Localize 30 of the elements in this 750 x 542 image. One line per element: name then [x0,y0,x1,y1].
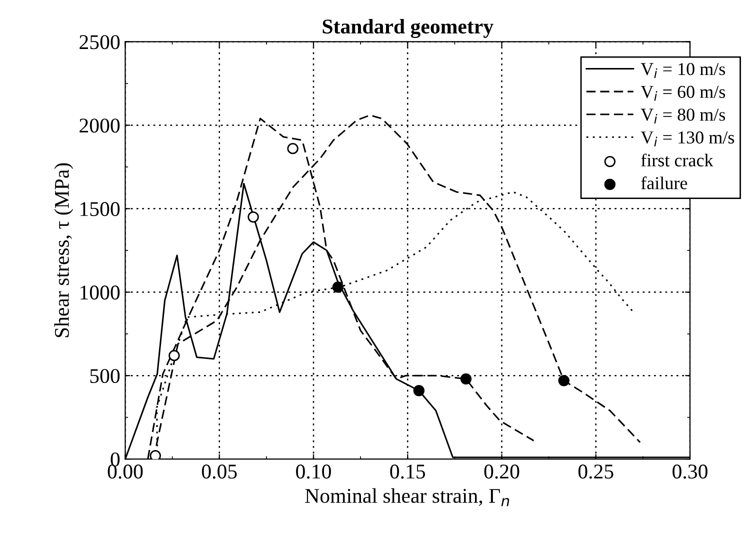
legend-label: V$_{i}$ = 10 m/s [640,62,726,78]
legend-label: V$_{i}$ = 130 m/s [640,131,734,146]
legend-label: V$_{i}$ = 80 m/s [640,108,726,124]
x-tick-label: 0.30 [672,464,708,479]
legend-label: first crack [641,154,714,166]
point [248,211,259,223]
x-tick-label: 0.20 [484,464,520,479]
point [287,142,298,154]
x-tick-label: 0.15 [390,464,426,479]
point [332,282,344,293]
y-tick-label: 1000 [80,286,120,300]
y-axis-title: Shear stress, τ (MPa) [54,163,74,338]
y-tick-label: 500 [90,368,120,384]
y-tick-label: 0 [110,452,120,467]
point [558,375,570,386]
point [413,385,425,396]
point [460,373,472,385]
x-tick-label: 0.25 [578,464,614,479]
x-tick-label: 0.05 [202,464,237,479]
x-axis-title: Nominal shear strain, Γ$_{n}$ [305,488,510,506]
y-tick-label: 2500 [80,35,120,50]
point [168,350,180,362]
x-tick-label: 0.00 [108,464,143,479]
chart-title: Standard geometry [322,18,494,38]
legend-label: V$_{i}$ = 60 m/s [640,86,726,101]
y-tick-label: 1500 [80,202,120,216]
y-tick-label: 2000 [80,118,120,133]
legend-label: failure [641,176,688,190]
x-tick-label: 0.10 [296,464,331,479]
point [150,450,161,460]
